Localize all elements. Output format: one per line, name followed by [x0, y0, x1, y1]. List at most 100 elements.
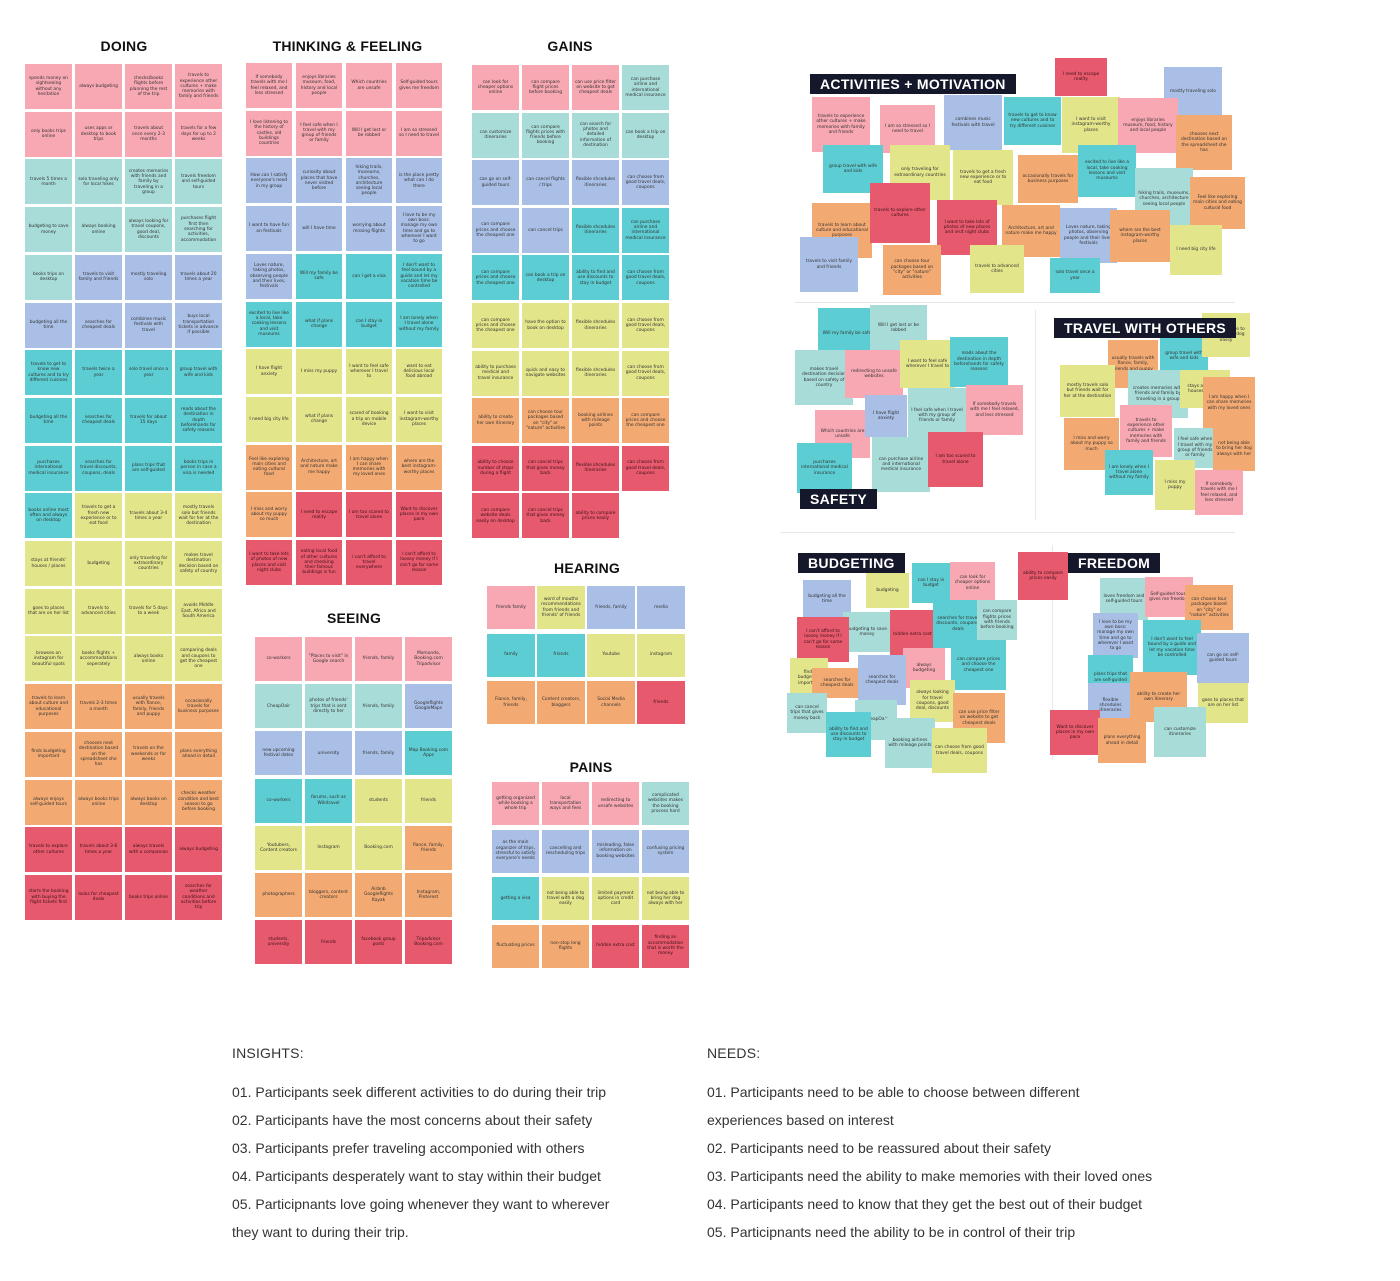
sticky-note: excited to live like a local, take cooki…: [246, 301, 292, 347]
sticky-note: co-workers: [255, 778, 302, 823]
sticky-note: always booking online: [75, 207, 122, 253]
sticky-note: flexible shcedules itineraries: [572, 350, 619, 396]
sticky-note: plans everything ahead in detail: [1098, 718, 1146, 763]
sticky-note: travels to advanced cities: [75, 588, 122, 634]
sticky-note: books trips in person in case a visa is …: [175, 445, 222, 491]
sticky-note: Youtube: [587, 633, 635, 677]
sticky-note: usually travels with fiance, family, fri…: [125, 684, 172, 730]
sticky-note: travels to experience other cultures + m…: [175, 64, 222, 109]
sticky-note: students, university: [255, 920, 302, 965]
sticky-note: booking airlines with mileage points: [572, 398, 619, 444]
sticky-note: purchases international medical insuranc…: [25, 445, 72, 491]
sticky-note: I miss my puppy: [1155, 460, 1195, 510]
sticky-note: budgeting: [75, 541, 122, 586]
sticky-note: Loves nature, taking photos, observing p…: [246, 253, 292, 299]
sticky-note: hidden extra cost: [592, 924, 639, 968]
sticky-note: can compare prices and choose the cheape…: [622, 398, 669, 444]
sticky-note: always budgeting: [175, 827, 222, 873]
cluster-divider: [1035, 310, 1036, 520]
sticky-note: booking airlines with mileage points: [885, 718, 935, 768]
sticky-note: always travels with a companion: [125, 827, 172, 873]
sticky-note: budgeting all the time: [25, 397, 72, 443]
sticky-note: goes to places that are on her list: [1198, 683, 1248, 723]
sticky-note: I want to visit instagram-worthy places: [1062, 97, 1120, 153]
sticky-note: I need big city life: [1170, 225, 1222, 275]
sticky-note: can choose from good travel deals, coupo…: [622, 350, 669, 396]
sticky-note: travels about 3-4 times a year: [125, 493, 172, 539]
sticky-note: Social Media channels: [587, 681, 635, 724]
sticky-note: travels to advanced cities: [970, 245, 1024, 293]
sticky-note: travels to explore other cultures: [870, 183, 930, 243]
sticky-note: friends: [537, 633, 585, 677]
sticky-note: I want to have fun on festivals: [246, 206, 292, 252]
need-line: experiences based on interest: [707, 1112, 894, 1128]
sticky-note: spends money on sightseeing without any …: [25, 64, 72, 109]
sticky-note: reads about the destination in depth bef…: [175, 397, 222, 443]
sticky-note: getting organized while booking a whole …: [492, 782, 539, 825]
sticky-note: can I get a visa: [346, 253, 392, 299]
sticky-note: finding an accommodation that is worth t…: [642, 924, 689, 968]
sticky-note: I love to be my own boss: manage my own …: [396, 206, 442, 252]
sticky-note: travels to get to know new cultures and …: [1004, 97, 1061, 145]
sticky-note: confusing pricing system: [642, 829, 689, 873]
sticky-note: forums, such as Wikitravel: [305, 778, 352, 823]
cluster-title-budgeting: BUDGETING: [798, 553, 905, 573]
sticky-note: new upcoming festival dates: [255, 731, 302, 776]
sticky-note: can look for cheaper options online: [950, 562, 995, 604]
sticky-note: can compare flights prices with friends …: [522, 112, 569, 158]
insight-line: 01. Participants seek different activiti…: [232, 1084, 607, 1100]
sticky-note: searches for weather conditions and acti…: [175, 874, 222, 920]
sticky-note: I have flight anxiety: [865, 395, 907, 437]
sticky-note: redirecting to unsafe websites: [592, 782, 639, 825]
sticky-note: ability to purchase medical and travel i…: [472, 350, 519, 396]
insight-line: 02. Participants have the most concerns …: [232, 1112, 593, 1128]
column-title-doing: DOING: [100, 38, 148, 54]
need-line: 05. Participnants need the ability to be…: [707, 1224, 1076, 1240]
sticky-note: word of mouths recommendations from frie…: [537, 586, 585, 629]
sticky-note: worrying about missing flights: [346, 206, 392, 252]
sticky-note: scared of booking a trip on mobile devic…: [346, 396, 392, 442]
sticky-note: avoids Middle East, Africa and South Ame…: [175, 588, 222, 634]
sticky-note: If somebody travels with me I feel relax…: [246, 63, 292, 108]
sticky-note: not being able to bring her dog always w…: [642, 877, 689, 920]
sticky-note: bloggers, content creators: [305, 873, 352, 917]
sticky-note: want to eat delicious local food abroad: [396, 349, 442, 395]
sticky-note: media: [637, 586, 685, 629]
sticky-note: travels twice a year: [75, 350, 122, 396]
sticky-note: I am lonely when I travel alone without …: [396, 301, 442, 347]
sticky-note: I don't want to feel bound by a guide an…: [396, 253, 442, 299]
sticky-note: searches for cheapest deals: [75, 397, 122, 443]
sticky-note: can purchase airline and international m…: [622, 207, 669, 253]
sticky-note: students: [355, 778, 402, 823]
sticky-note: plans trips that are self-guided: [125, 445, 172, 491]
sticky-note: can search for photos and detailed infor…: [572, 112, 619, 158]
sticky-note: instagram: [637, 633, 685, 677]
sticky-note: where are the best instagram-worthy plac…: [1110, 210, 1170, 262]
sticky-note: makes travel destination decision based …: [175, 541, 222, 586]
sticky-note: what if plans change: [296, 301, 342, 347]
sticky-note: can compare prices and choose the cheape…: [472, 255, 519, 301]
sticky-note: photos of friends' trips that is sent di…: [305, 684, 352, 729]
sticky-note: Loves nature, taking photos, observing p…: [1060, 208, 1117, 263]
cluster-divider: [780, 532, 1235, 533]
sticky-note: family: [487, 633, 535, 677]
sticky-note: searches for cheapest deals: [75, 302, 122, 348]
sticky-note: travels to experience other cultures + m…: [812, 97, 870, 152]
sticky-note: plans everything ahead in detail: [175, 731, 222, 777]
needs-section: NEEDS: 01. Participants need to be able …: [707, 1045, 1152, 1246]
column-title-gains: GAINS: [547, 38, 593, 54]
sticky-note: can cancel trips that gives money back: [522, 445, 569, 491]
sticky-note: chooses next destination based on the sp…: [75, 731, 122, 777]
sticky-note: stays at friends' houses / places: [25, 541, 72, 586]
sticky-note: fluctuating prices: [492, 924, 539, 968]
sticky-note: flexible shcedules itineraries: [572, 160, 619, 206]
sticky-note: can choose from good travel deals, coupo…: [932, 728, 987, 773]
sticky-note: always looking for travel coupons, good …: [125, 207, 172, 253]
sticky-note: searches for travel discounts, coupons, …: [75, 445, 122, 491]
sticky-note: I miss and worry about my puppy so much: [246, 492, 292, 538]
sticky-note: can book a trip on desktop: [522, 255, 569, 301]
sticky-note: group travel with wife and kids: [175, 350, 222, 396]
sticky-note: fiance, family, friends: [405, 825, 452, 870]
sticky-note: enjoys libraries museum, food, history a…: [1118, 98, 1178, 153]
sticky-note: always looking for travel coupons, good …: [910, 680, 955, 722]
